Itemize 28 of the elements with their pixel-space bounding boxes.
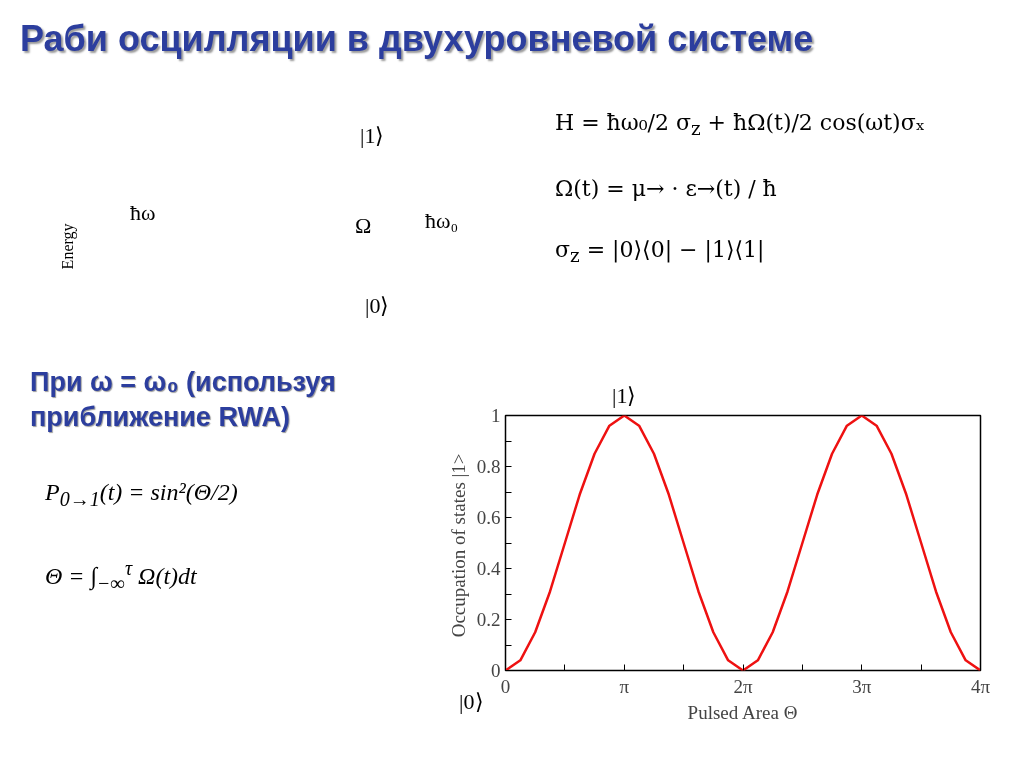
text: ħω — [130, 199, 156, 227]
x-tick-label: π — [619, 675, 630, 697]
text: Θ = ∫$_{−∞}$$^{τ}$ Ω(t)dt — [45, 555, 198, 596]
line-series — [505, 415, 981, 671]
y-tick-label: 0.2 — [476, 609, 501, 630]
text: Energy — [57, 223, 78, 270]
y-tick-label: 1 — [491, 405, 501, 426]
text: Ω(t) = μ→ · ε→(t) / ħ — [555, 174, 778, 203]
text: При ω = ω₀ (используя приближение RWA) — [30, 366, 337, 435]
y-axis-title: Occupation of states |1> — [447, 453, 469, 638]
y-tick-label: 0 — [491, 660, 501, 681]
chart-title: Раби осцилляции в двухуровневой системе — [20, 17, 814, 61]
x-tick-label: 2π — [733, 675, 753, 697]
annotation: |1⟩ — [612, 382, 637, 408]
y-tick-label: 0.6 — [476, 507, 501, 528]
text: |1⟩ — [360, 122, 385, 150]
y-tick-label: 0.8 — [476, 456, 501, 477]
x-axis-title: Pulsed Area Θ — [687, 701, 798, 723]
text: H = ħω₀/2 σ$_{z}$ + ħΩ(t)/2 cos(ωt)σₓ — [555, 109, 926, 142]
x-tick-label: 3π — [852, 675, 872, 697]
x-tick-label: 4π — [970, 675, 991, 697]
text: |0⟩ — [365, 292, 390, 320]
text: σ$_{z}$ = |0⟩⟨0| − |1⟩⟨1| — [555, 236, 766, 269]
annotation: |0⟩ — [459, 688, 484, 714]
y-tick-label: 0.4 — [476, 558, 501, 579]
text: P$_{0→1}$(t) = sin²(Θ/2) — [45, 478, 239, 512]
text: Ω — [355, 212, 372, 240]
text: ħω₀ — [425, 207, 459, 235]
